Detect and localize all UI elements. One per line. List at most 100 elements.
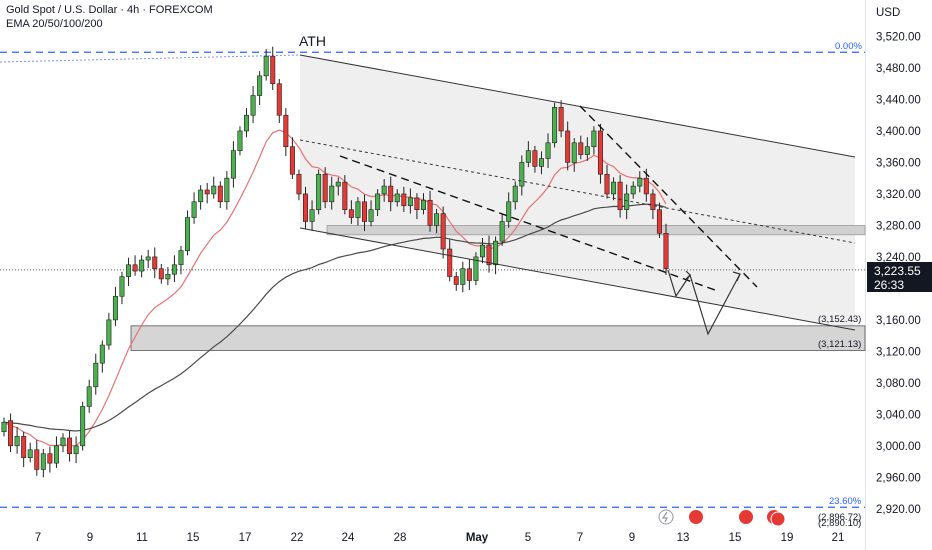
candle-body xyxy=(650,193,656,210)
candle-body xyxy=(381,185,387,195)
candle-body xyxy=(571,142,577,163)
current-price-value: 3,223.55 xyxy=(874,264,921,278)
price-tick-label: 3,520.00 xyxy=(876,32,921,44)
candle-body xyxy=(27,449,33,458)
candle-body xyxy=(584,146,590,155)
time-tick-label: 5 xyxy=(525,532,531,544)
candle-body xyxy=(67,437,73,454)
candle-body xyxy=(296,173,302,195)
candle-body xyxy=(270,55,276,85)
candle-body xyxy=(158,268,164,280)
candle-body xyxy=(414,197,420,210)
current-price-tag[interactable] xyxy=(867,262,932,292)
candle-body xyxy=(447,248,453,277)
candle-body xyxy=(21,436,27,458)
candle-body xyxy=(466,268,472,281)
time-tick-label: 7 xyxy=(35,532,41,544)
candle-body xyxy=(407,197,413,207)
candle-body xyxy=(486,244,492,266)
candle-body xyxy=(93,362,99,388)
candle-body xyxy=(335,181,341,187)
price-tick-label: 3,160.00 xyxy=(876,315,921,327)
us-flag-icon[interactable] xyxy=(770,511,786,527)
candle-body xyxy=(139,259,145,272)
candle-body xyxy=(257,75,263,96)
candle-body xyxy=(322,173,328,203)
candle-body xyxy=(597,130,603,175)
ema-layer xyxy=(3,129,667,447)
candle-body xyxy=(453,276,459,285)
candle-body xyxy=(375,193,381,210)
us-flag-icon[interactable] xyxy=(689,510,703,524)
candle-body xyxy=(460,268,466,285)
candle-body xyxy=(532,150,538,167)
candle-body xyxy=(14,436,20,447)
candle-body xyxy=(499,221,505,242)
candle-body xyxy=(565,130,571,163)
channel-mid-line xyxy=(299,139,856,244)
trend-dashed-line-2 xyxy=(579,105,758,288)
channel-lower-line xyxy=(299,227,856,331)
time-tick-label: May xyxy=(466,532,489,544)
candle-body xyxy=(53,445,59,464)
candle-body xyxy=(329,185,335,203)
candle-body xyxy=(224,177,230,203)
time-tick-label: 28 xyxy=(394,532,407,544)
time-tick-label: 15 xyxy=(187,532,200,544)
time-axis-ticks: 7 9 11 15 17 22 24 28 May 5 7 9 13 15 19 21 xyxy=(35,532,845,544)
candle-body xyxy=(525,150,531,163)
candle-body xyxy=(394,193,400,203)
price-tick-label: 3,400.00 xyxy=(876,126,921,138)
time-tick-label: 9 xyxy=(629,532,635,544)
candle-body xyxy=(80,406,86,447)
candle-body xyxy=(145,256,151,261)
time-tick-label: 7 xyxy=(577,532,583,544)
price-tick-label: 3,440.00 xyxy=(876,94,921,106)
candle-body xyxy=(309,209,315,222)
candle-body xyxy=(250,95,256,116)
price-tick-label: 3,280.00 xyxy=(876,220,921,232)
candle-body xyxy=(198,189,204,203)
event-icons[interactable] xyxy=(658,509,786,527)
candle-body xyxy=(34,449,40,470)
indicator-legend: EMA 20/50/100/200 xyxy=(6,18,103,30)
candle-body xyxy=(643,177,649,195)
candle-body xyxy=(630,185,636,195)
fib-236-label: 23.60% xyxy=(829,496,862,507)
zone-lower-label: (3,121.13) xyxy=(818,339,861,350)
time-tick-label: 9 xyxy=(87,532,93,544)
candle-body xyxy=(545,142,551,159)
price-tick-label: 2,920.00 xyxy=(876,504,921,516)
candle-body xyxy=(479,244,485,258)
candle-body xyxy=(342,181,348,210)
candle-body xyxy=(604,173,610,195)
candle-body xyxy=(244,114,250,132)
lightning-icon[interactable] xyxy=(658,509,674,525)
time-tick-label: 21 xyxy=(832,532,845,544)
candle-body xyxy=(106,319,112,346)
us-flag-icon[interactable] xyxy=(739,510,753,524)
candle-body xyxy=(211,185,217,195)
candle-body xyxy=(237,130,243,151)
candle-body xyxy=(73,445,79,454)
candle-body xyxy=(185,217,191,251)
candle-body xyxy=(60,437,66,447)
candle-body xyxy=(47,453,53,464)
candle-body xyxy=(171,264,177,275)
price-tick-label: 3,480.00 xyxy=(876,63,921,75)
candle-body xyxy=(493,240,499,266)
candle-body xyxy=(40,453,46,470)
candle-body xyxy=(440,213,446,250)
candle-body xyxy=(348,209,354,218)
chart-title: Gold Spot / U.S. Dollar · 4h · FOREXCOM xyxy=(6,4,213,16)
candle-body xyxy=(217,185,223,203)
candle-body xyxy=(552,107,558,144)
time-tick-label: 13 xyxy=(677,532,690,544)
candle-body xyxy=(656,209,662,234)
price-tick-label: 3,320.00 xyxy=(876,189,921,201)
candle-body xyxy=(191,201,197,218)
channel-upper-line xyxy=(299,54,856,158)
candle-body xyxy=(316,173,322,210)
candle-body xyxy=(230,150,236,179)
